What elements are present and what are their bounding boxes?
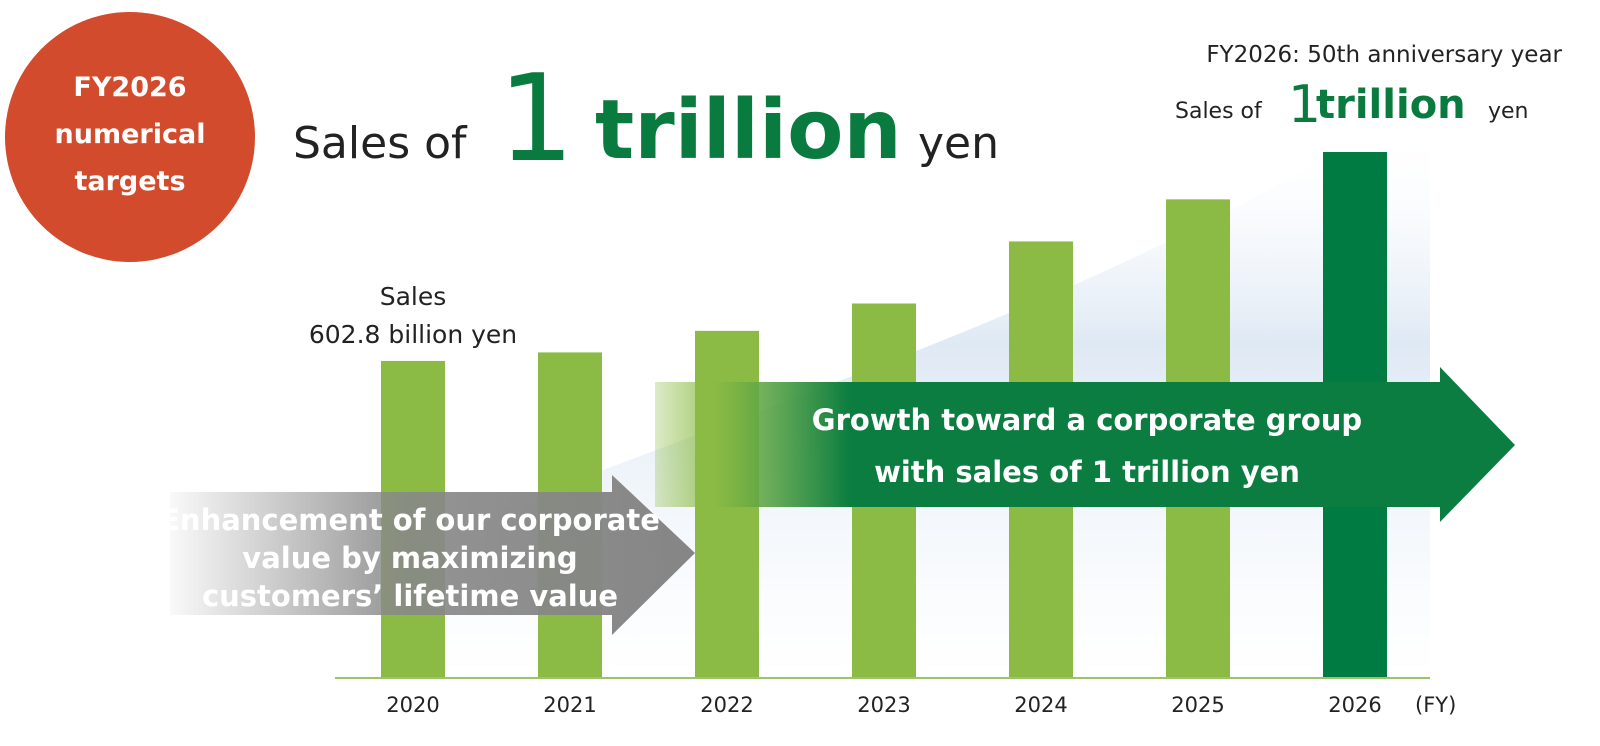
arrow-text: value by maximizing <box>242 541 577 575</box>
corner-word: trillion <box>1316 82 1466 128</box>
headline-prefix: Sales of <box>293 118 468 169</box>
x-tick-label: 2023 <box>857 693 910 717</box>
x-tick-label: 2021 <box>543 693 596 717</box>
phase-arrow <box>655 367 1515 522</box>
value-label-title: Sales <box>380 282 447 311</box>
corner-note: FY2026: 50th anniversary year Sales of 1… <box>1175 42 1563 135</box>
corner-number: 1 <box>1288 75 1321 135</box>
headline-suffix: yen <box>918 118 999 169</box>
badge <box>5 12 255 262</box>
badge-text: FY2026 <box>73 72 186 103</box>
arrow-text: with sales of 1 trillion yen <box>874 455 1300 489</box>
headline: Sales of 1 trillion yen <box>293 50 999 189</box>
value-label: 602.8 billion yen <box>309 320 517 349</box>
badge-text: numerical <box>55 119 206 150</box>
corner-suffix: yen <box>1488 99 1529 124</box>
corner-title: FY2026: 50th anniversary year <box>1206 42 1562 68</box>
badge-text: targets <box>74 166 185 197</box>
headline-word: trillion <box>595 83 902 178</box>
corner-prefix: Sales of <box>1175 99 1263 124</box>
arrow-text: customers’ lifetime value <box>202 579 618 613</box>
x-tick-label: 2025 <box>1171 693 1224 717</box>
x-tick-label: 2026 <box>1328 693 1381 717</box>
headline-number: 1 <box>498 50 574 189</box>
x-tick-label: 2024 <box>1014 693 1067 717</box>
x-unit: (FY) <box>1415 693 1456 717</box>
arrow-text: Enhancement of our corporate <box>160 503 660 537</box>
x-tick-label: 2020 <box>386 693 439 717</box>
arrow-text: Growth toward a corporate group <box>812 403 1362 437</box>
phase-arrow <box>170 475 695 635</box>
x-tick-label: 2022 <box>700 693 753 717</box>
